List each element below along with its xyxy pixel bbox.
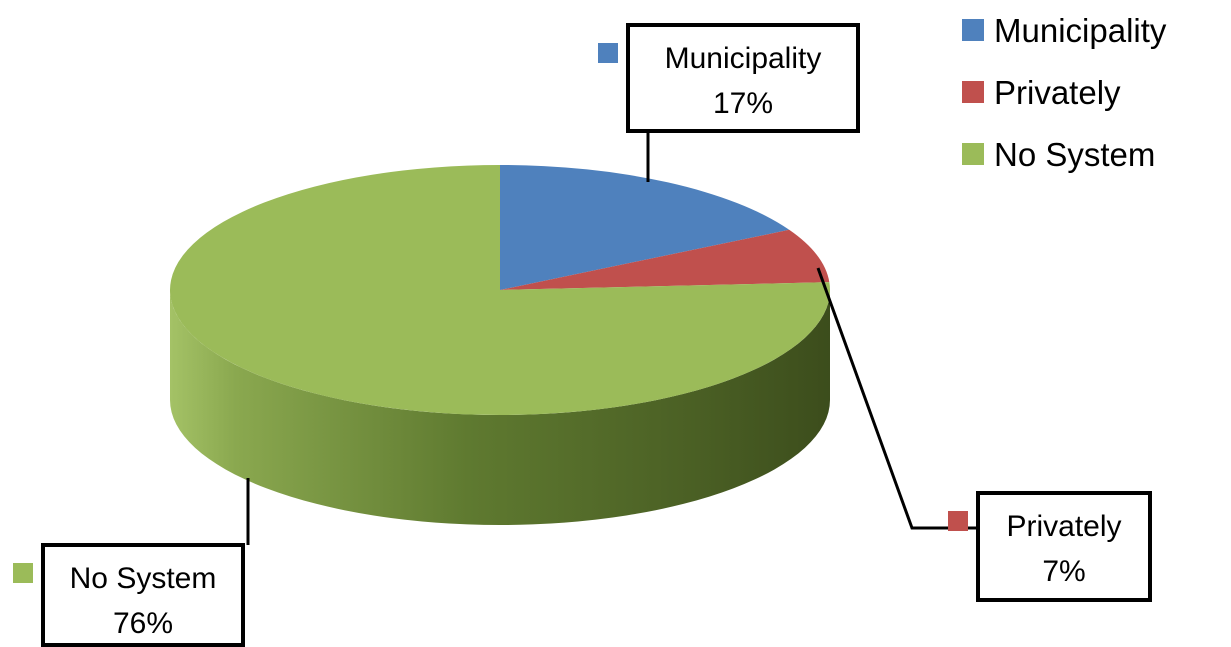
data-label-swatch-privately [948,511,968,531]
pie-side-no-system [170,290,830,525]
data-label-value-privately: 7% [1042,555,1085,588]
leader-line-privately [816,267,978,530]
data-label-category-no-system: No System [70,562,217,595]
legend-item-municipality: Municipality [962,12,1167,49]
data-label-box-municipality [626,23,860,133]
legend-swatch-no-system [962,143,984,165]
legend-label-municipality: Municipality [994,12,1167,49]
data-label-value-no-system: 76% [113,607,173,640]
pie-side-wall [170,290,830,525]
legend: Municipality Privately No System [962,12,1167,173]
pie-slice-no-system [169,165,830,415]
data-label-no-system: No System 76% [13,543,245,647]
data-label-municipality: Municipality 17% [598,23,860,133]
legend-swatch-municipality [962,19,984,41]
data-label-swatch-no-system [13,563,33,583]
data-label-swatch-municipality [598,43,618,63]
data-label-box-privately [976,491,1152,602]
pie-top-face [169,165,830,415]
data-label-callouts: Municipality 17% Privately 7% No System 76% [13,23,1152,647]
data-label-category-privately: Privately [1006,510,1121,543]
data-label-privately: Privately 7% [948,491,1152,602]
data-label-box-no-system [41,543,245,647]
legend-label-no-system: No System [994,136,1155,173]
legend-swatch-privately [962,81,984,103]
pie-slice-privately [500,229,830,290]
data-label-category-municipality: Municipality [665,42,822,75]
legend-item-privately: Privately [962,74,1121,111]
pie-slice-municipality [500,165,790,290]
legend-label-privately: Privately [994,74,1121,111]
data-label-value-municipality: 17% [713,87,773,120]
legend-item-no-system: No System [962,136,1155,173]
